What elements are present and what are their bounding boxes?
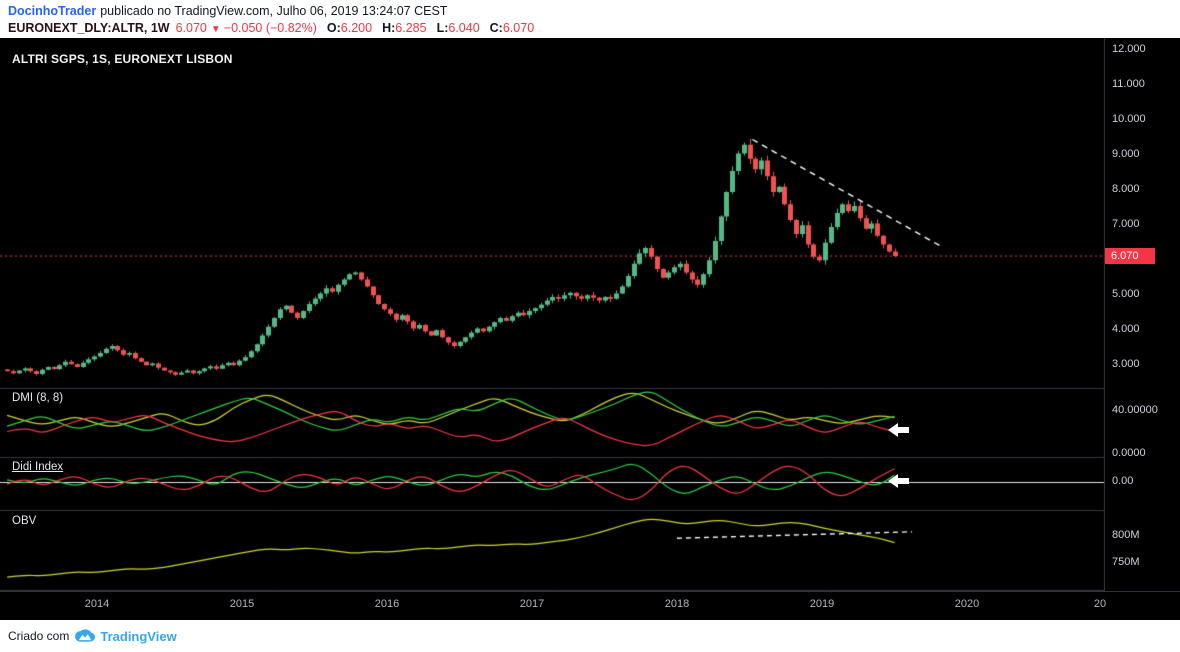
time-axis[interactable]: 2014 2015 2016 2017 2018 2019 2020 20	[0, 591, 1180, 620]
open-label: O:	[326, 21, 341, 35]
price-tick: 5.000	[1112, 288, 1140, 300]
published-text: publicado no TradingView.com, Julho 06, …	[100, 4, 448, 18]
open-value: 6.200	[340, 21, 373, 35]
dmi-tick: 40.00000	[1112, 404, 1158, 416]
high-value: 6.285	[395, 21, 427, 35]
didi-tick: 0.00	[1112, 475, 1134, 487]
time-tick: 2017	[519, 598, 545, 610]
arrow-head-icon	[888, 474, 898, 488]
down-triangle-icon: ▼	[210, 24, 221, 35]
chart-symbol-title: ALTRI SGPS, 1S, EURONEXT LISBON	[12, 52, 233, 66]
obv-tick: 800M	[1112, 529, 1140, 541]
time-tick: 2014	[84, 598, 110, 610]
time-tick: 2015	[229, 598, 255, 610]
publish-info: DocinhoTrader publicado no TradingView.co…	[8, 3, 1180, 20]
arrow-head-icon	[888, 423, 898, 437]
created-with-text: Criado com	[8, 629, 70, 643]
obv-tick: 750M	[1112, 556, 1140, 568]
time-tick: 2019	[809, 598, 835, 610]
symbol-name: EURONEXT_DLY:ALTR, 1W	[8, 21, 170, 35]
dmi-left-arrow-annotation	[888, 423, 909, 437]
tradingview-link[interactable]: TradingView	[74, 628, 177, 644]
price-tick: 10.000	[1112, 113, 1146, 125]
last-price: 6.070	[175, 21, 207, 35]
chart-canvas[interactable]	[0, 38, 1105, 591]
price-tick: 12.000	[1112, 43, 1146, 55]
close-value: 6.070	[502, 21, 535, 35]
price-tick: 7.000	[1112, 218, 1140, 230]
low-value: 6.040	[448, 21, 480, 35]
time-tick: 2016	[374, 598, 400, 610]
arrow-shaft	[898, 427, 909, 433]
price-tick: 9.000	[1112, 148, 1140, 160]
tradingview-logo-icon	[75, 628, 96, 642]
price-tick: 4.000	[1112, 323, 1140, 335]
price-tick: 3.000	[1112, 358, 1140, 370]
time-tick: 20	[1093, 598, 1107, 610]
price-tick: 11.000	[1112, 78, 1145, 90]
close-label: C:	[489, 21, 503, 35]
obv-pane-label: OBV	[12, 515, 37, 527]
symbol-quote-row: EURONEXT_DLY:ALTR, 1W 6.070 ▼ −0.050 (−0.82…	[8, 20, 1180, 37]
time-tick: 2020	[954, 598, 980, 610]
tradingview-brand-text: TradingView	[100, 628, 177, 644]
didi-left-arrow-annotation	[888, 474, 909, 488]
idea-header: DocinhoTrader publicado no TradingView.co…	[0, 0, 1180, 38]
dmi-tick: 0.0000	[1112, 447, 1146, 459]
price-change: −0.050 (−0.82%)	[223, 21, 317, 35]
author-link[interactable]: DocinhoTrader	[8, 4, 97, 18]
current-price-tag: 6.070	[1105, 248, 1155, 264]
low-label: L:	[436, 21, 449, 35]
high-label: H:	[382, 21, 396, 35]
time-tick: 2018	[664, 598, 690, 610]
footer: Criado com TradingView	[0, 620, 1180, 652]
price-tick: 8.000	[1112, 183, 1140, 195]
dmi-pane-label: DMI (8, 8)	[12, 392, 64, 404]
didi-pane-label: Didi Index	[12, 461, 64, 473]
arrow-shaft	[898, 478, 909, 484]
price-axis[interactable]: 12.000 11.000 10.000 9.000 8.000 7.000 6…	[1105, 38, 1180, 591]
